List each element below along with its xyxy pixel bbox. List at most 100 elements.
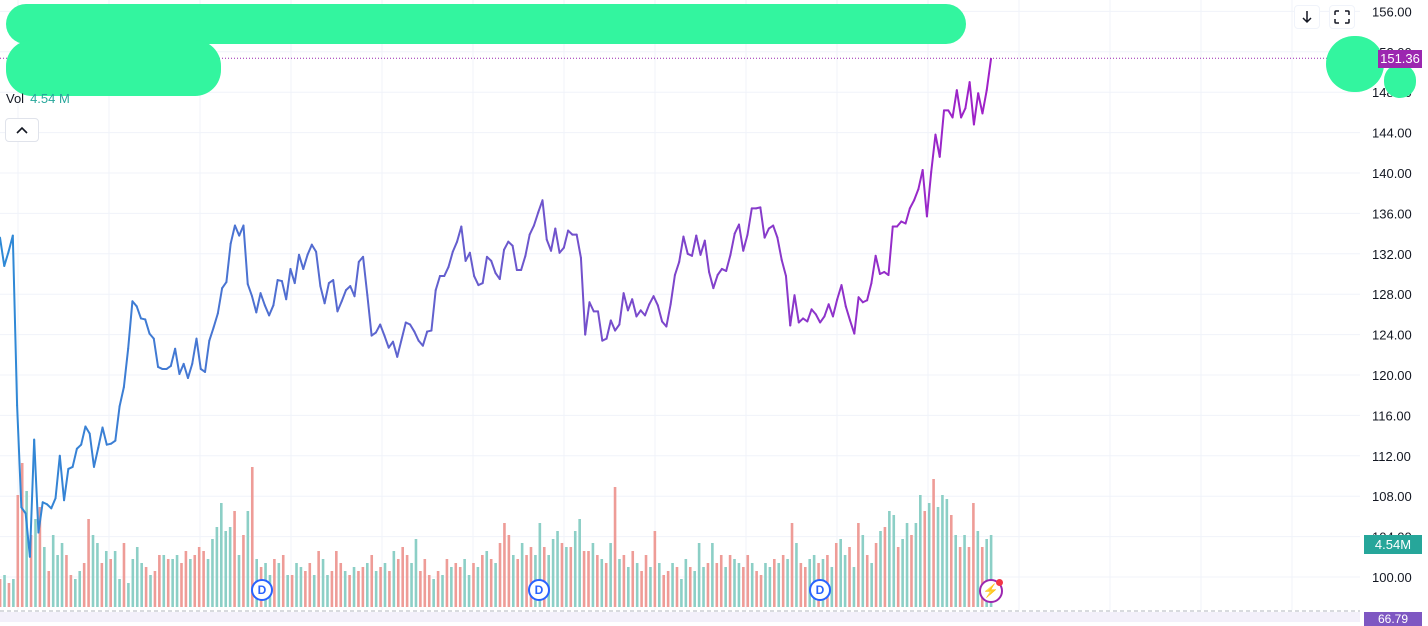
redaction-mark: [6, 4, 966, 44]
volume-bar: [764, 563, 767, 607]
dividend-event-marker[interactable]: D: [251, 579, 273, 601]
price-line-segment: [725, 253, 732, 272]
price-line-segment: [763, 227, 770, 239]
price-line-segment: [37, 501, 44, 534]
volume-bar: [627, 567, 630, 607]
volume-bar: [503, 523, 506, 607]
price-line-segment: [554, 227, 561, 254]
price-line-segment: [964, 81, 971, 110]
price-line-segment: [545, 238, 553, 252]
price-line-segment: [340, 289, 347, 303]
volume-bar: [388, 571, 391, 607]
last-volume-badge: 4.54M: [1364, 535, 1422, 554]
fullscreen-button[interactable]: [1329, 5, 1355, 29]
volume-bar: [803, 567, 807, 607]
volume-bar: [211, 539, 214, 607]
volume-bar: [96, 543, 99, 607]
volume-bar: [724, 567, 727, 607]
price-line-segment: [520, 254, 527, 271]
price-line-segment: [118, 386, 125, 408]
chevron-up-icon: [16, 126, 28, 134]
volume-bar: [888, 511, 891, 607]
price-line-segment: [63, 467, 70, 502]
price-line-segment: [678, 235, 685, 263]
price-line-segment: [614, 323, 621, 332]
volume-bar: [604, 563, 608, 607]
price-line-segment: [716, 267, 723, 277]
volume-bar: [799, 563, 803, 607]
price-line-segment: [819, 315, 826, 324]
y-tick-label: 112.00: [1372, 449, 1411, 464]
volume-bar: [857, 523, 860, 607]
volume-bar: [237, 555, 241, 607]
news-flash-marker[interactable]: ⚡: [979, 579, 1003, 603]
volume-bar: [206, 559, 210, 607]
price-line-segment: [259, 292, 266, 307]
dividend-event-marker[interactable]: D: [528, 579, 550, 601]
volume-bar: [870, 563, 873, 607]
price-line-segment: [972, 92, 980, 126]
volume-bar: [573, 531, 577, 607]
price-line-segment: [268, 304, 275, 317]
volume-bar: [224, 531, 228, 607]
volume-bar: [250, 467, 254, 607]
volume-bar: [596, 555, 599, 607]
price-line-segment: [20, 506, 27, 515]
volume-bar: [193, 555, 197, 607]
dividend-event-marker[interactable]: D: [809, 579, 831, 601]
volume-bar: [640, 571, 643, 607]
price-line-segment: [174, 347, 181, 375]
price-line-segment: [310, 243, 318, 253]
volume-bar: [171, 559, 174, 607]
volume-legend-label: Vol: [6, 91, 25, 106]
volume-bar: [649, 567, 652, 607]
volume-bar: [737, 563, 741, 607]
volume-bar: [653, 531, 657, 607]
volume-bar: [883, 527, 887, 607]
volume-bar: [414, 539, 418, 607]
vertical-grid: [17, 0, 1293, 610]
volume-bar: [755, 571, 758, 607]
volume-bar: [786, 559, 789, 607]
volume-bar: [795, 543, 798, 607]
volume-bar: [565, 547, 568, 607]
volume-bar: [773, 559, 776, 607]
volume-bar: [485, 551, 489, 607]
price-line-segment: [490, 259, 497, 274]
volume-bar: [666, 571, 670, 607]
volume-bar: [569, 547, 573, 607]
volume-bar: [197, 547, 201, 607]
volume-bar: [507, 535, 511, 607]
volume-bar: [281, 555, 285, 607]
volume-bar: [0, 579, 2, 607]
price-line-segment: [366, 294, 373, 337]
scroll-to-latest-button[interactable]: [1294, 5, 1320, 29]
volume-bar: [441, 575, 444, 607]
volume-bar: [233, 511, 236, 607]
volume-bar: [808, 559, 812, 607]
volume-bar: [38, 507, 42, 607]
volume-legend-value: 4.54 M: [30, 91, 70, 106]
volume-bar: [374, 571, 378, 607]
volume-bar: [352, 567, 356, 607]
price-line-segment: [690, 234, 698, 257]
price-line-segment: [827, 303, 834, 318]
price-line-segment: [742, 233, 749, 252]
volume-bar: [498, 543, 502, 607]
price-line-segment: [575, 233, 582, 259]
price-line-segment: [131, 300, 138, 308]
volume-bar: [538, 523, 542, 607]
volume-bar: [662, 575, 666, 607]
volume-bar: [51, 535, 55, 607]
volume-bar: [750, 563, 754, 607]
y-tick-label: 116.00: [1372, 408, 1411, 423]
volume-bar: [215, 527, 219, 607]
price-line-segment: [400, 321, 407, 341]
volume-bar: [401, 547, 404, 607]
price-line-segment: [656, 304, 664, 323]
redaction-mark: [6, 40, 221, 96]
collapse-legend-button[interactable]: [5, 118, 39, 142]
price-line-segment: [609, 319, 617, 332]
price-line-segment: [558, 246, 565, 254]
